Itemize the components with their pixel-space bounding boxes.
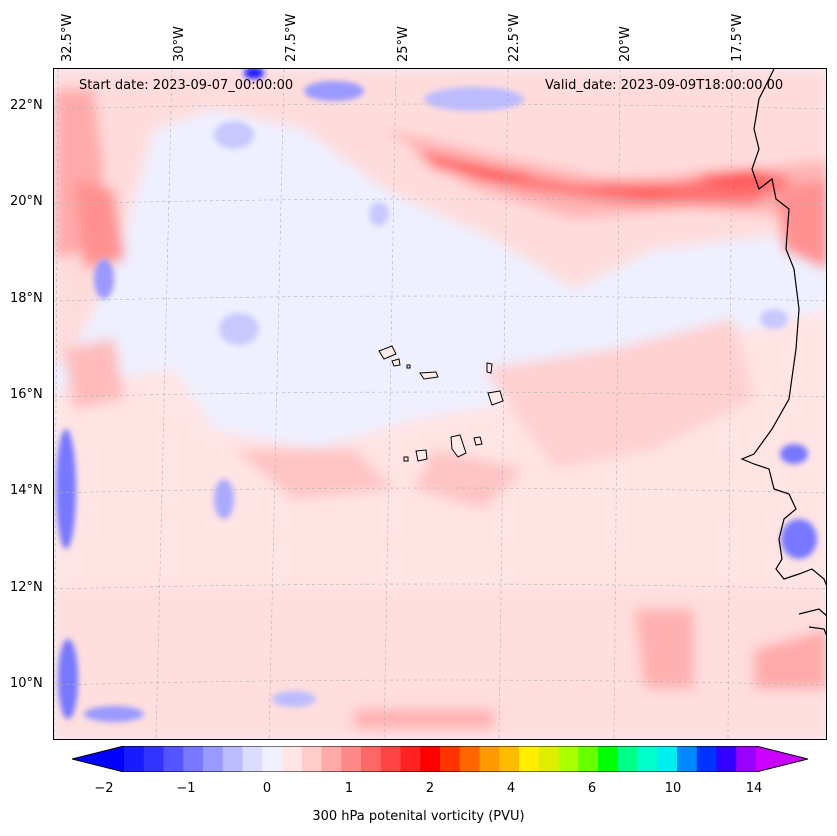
lon-label-27-5w: 27.5°W <box>284 13 299 62</box>
colorbar-swatch <box>282 746 303 772</box>
colorbar-swatch <box>598 746 619 772</box>
colorbar-swatch <box>637 746 658 772</box>
colorbar-over-triangle <box>756 746 808 772</box>
lon-label-20w: 20°W <box>618 26 633 62</box>
colorbar-swatch <box>361 746 382 772</box>
colorbar-swatch <box>341 746 362 772</box>
colorbar-swatch <box>617 746 638 772</box>
colorbar-swatch <box>183 746 204 772</box>
colorbar-swatch <box>400 746 421 772</box>
colorbar-swatch <box>301 746 322 772</box>
lon-label-32-5w: 32.5°W <box>60 13 75 62</box>
colorbar-swatch <box>696 746 717 772</box>
cbar-tick-0: 0 <box>262 781 272 796</box>
colorbar-swatch <box>499 746 520 772</box>
pv-field <box>54 69 826 739</box>
cbar-tick-10: 10 <box>664 781 682 796</box>
colorbar-swatch <box>262 746 283 772</box>
colorbar-swatch <box>459 746 480 772</box>
colorbar-swatch <box>519 746 540 772</box>
colorbar-swatch <box>578 746 599 772</box>
colorbar-swatch <box>677 746 698 772</box>
lat-label-18n: 18°N <box>10 291 43 306</box>
coastline <box>740 69 826 636</box>
colorbar-swatch <box>222 746 243 772</box>
lat-label-10n: 10°N <box>10 676 43 691</box>
lon-label-30w: 30°W <box>172 26 187 62</box>
colorbar-swatch <box>736 746 757 772</box>
cbar-tick-m1: −1 <box>176 781 196 796</box>
cbar-tick-m2: −2 <box>94 781 114 796</box>
colorbar-swatch <box>163 746 184 772</box>
valid-date-label: Valid_date: 2023-09-09T18:00:00.00 <box>545 78 784 93</box>
colorbar-swatch <box>479 746 500 772</box>
start-date-label: Start date: 2023-09-07_00:00:00 <box>79 78 294 93</box>
colorbar-under-triangle <box>72 746 124 772</box>
colorbar-swatch <box>321 746 342 772</box>
colorbar-swatch <box>558 746 579 772</box>
lat-label-12n: 12°N <box>10 580 43 595</box>
lon-label-25w: 25°W <box>396 26 411 62</box>
cbar-tick-6: 6 <box>587 781 597 796</box>
colorbar-swatch <box>716 746 737 772</box>
colorbar-title: 300 hPa potenital vorticity (PVU) <box>312 809 525 824</box>
graticule <box>54 69 826 739</box>
cbar-tick-14: 14 <box>745 781 763 796</box>
lat-label-22n: 22°N <box>10 98 43 113</box>
lon-label-22-5w: 22.5°W <box>507 13 522 62</box>
cbar-tick-4: 4 <box>506 781 516 796</box>
colorbar-swatch <box>538 746 559 772</box>
lat-label-14n: 14°N <box>10 483 43 498</box>
colorbar-swatch <box>242 746 263 772</box>
lon-label-17-5w: 17.5°W <box>730 13 745 62</box>
colorbar-swatch <box>143 746 164 772</box>
colorbar-swatch <box>124 746 145 772</box>
colorbar-swatch <box>440 746 461 772</box>
cbar-tick-2: 2 <box>425 781 435 796</box>
lat-label-16n: 16°N <box>10 387 43 402</box>
map-panel <box>53 68 827 740</box>
pv-negative-regions <box>56 69 817 722</box>
colorbar-swatch <box>420 746 441 772</box>
cape-verde-islands <box>378 345 504 462</box>
colorbar-swatch <box>657 746 678 772</box>
colorbar-swatch <box>203 746 224 772</box>
colorbar <box>72 746 808 772</box>
cbar-tick-1: 1 <box>344 781 354 796</box>
colorbar-swatch <box>380 746 401 772</box>
lat-label-20n: 20°N <box>10 194 43 209</box>
